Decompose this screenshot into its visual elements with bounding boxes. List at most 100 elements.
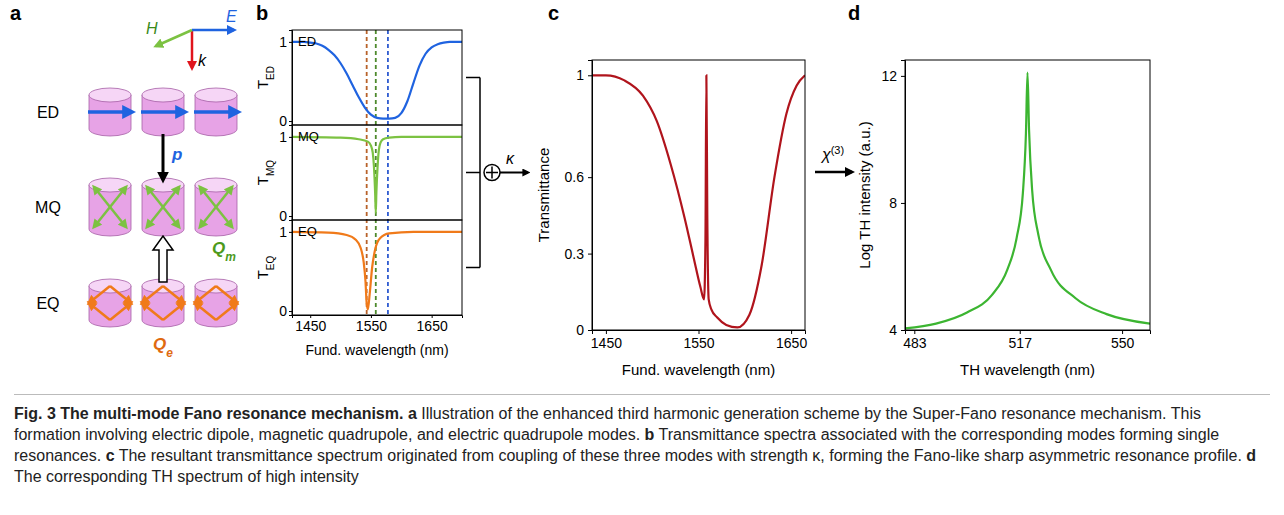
axis: 4 8 12	[881, 61, 905, 338]
series-label: EQ	[298, 224, 317, 239]
coupling-arrow	[153, 236, 173, 282]
axis-title: TMQ	[254, 160, 276, 186]
tick-label: 0	[576, 322, 584, 338]
tick-label: 1	[279, 34, 287, 50]
caption-text: The resultant transmittance spectrum ori…	[119, 447, 1242, 464]
tick-label: 1650	[417, 318, 448, 334]
series-label: ED	[298, 34, 316, 49]
arrow	[156, 30, 192, 46]
process-label: χ(3)	[820, 144, 844, 163]
caption-title: Fig. 3 The multi-mode Fano resonance mec…	[14, 405, 403, 422]
axis-line	[901, 61, 906, 331]
figure: abcdHEkEDMQEQpQmQe01EDTED01MQTMQ01EQTEQ1…	[0, 0, 1284, 390]
tick-label: 1450	[295, 318, 326, 334]
tick: 4	[889, 322, 905, 338]
axis-title-main: T	[254, 270, 271, 279]
arrow	[142, 303, 163, 320]
axis-title: Transmittance	[535, 148, 552, 242]
tick-mark	[699, 330, 700, 334]
tick-mark	[289, 137, 292, 138]
tick: 0	[279, 303, 292, 319]
arrow	[216, 286, 237, 303]
arrow	[163, 286, 184, 303]
sum-node	[484, 165, 500, 181]
arrow	[191, 30, 194, 68]
reference-line	[366, 30, 368, 315]
cylinder-top	[89, 88, 131, 102]
tick: 0	[576, 322, 592, 338]
tick-label: 1550	[683, 335, 714, 351]
tick-label: 12	[881, 68, 897, 84]
row-label: EQ	[36, 295, 59, 312]
axis: 1450 1550 1650	[591, 330, 808, 351]
arrow	[200, 187, 232, 227]
arrow	[216, 303, 237, 320]
moment-symbol: Q	[212, 239, 225, 258]
caption-label: b	[645, 426, 655, 443]
tick-mark	[606, 330, 607, 334]
arrow	[162, 134, 165, 180]
arrow	[147, 187, 179, 227]
plot-frame	[592, 60, 805, 330]
tick-label: 1	[279, 224, 287, 240]
tick-label: 4	[889, 322, 897, 338]
tick-mark	[588, 177, 592, 178]
field-label: E	[226, 8, 237, 25]
tick-mark	[289, 311, 292, 312]
tick-mark	[791, 330, 792, 334]
tick: 0.6	[565, 169, 592, 185]
arrow	[94, 187, 126, 227]
panel-letter: d	[848, 2, 860, 24]
panel-b: 01EDTED01MQTMQ01EQTEQ145015501650Fund. w…	[254, 30, 463, 358]
tick-mark	[289, 232, 292, 233]
row-label: MQ	[35, 199, 61, 216]
plot-area	[292, 42, 462, 119]
axis-title-sub: ED	[265, 66, 276, 80]
axis-title-sub: MQ	[265, 160, 276, 176]
connector-line	[466, 267, 480, 269]
panel-letter: c	[548, 2, 559, 24]
field-label: H	[146, 20, 158, 37]
arrow	[141, 110, 185, 114]
arrow	[89, 286, 110, 303]
tick: 1450	[591, 330, 622, 351]
arrow	[142, 286, 163, 303]
process-superscript: (3)	[831, 144, 844, 156]
arrow	[815, 171, 852, 174]
field-label: k	[198, 52, 207, 69]
axis-line	[289, 221, 293, 316]
caption: Fig. 3 The multi-mode Fano resonance mec…	[14, 394, 1270, 487]
tick-label: 1650	[776, 335, 807, 351]
tick-mark	[289, 121, 292, 122]
axis: 01	[279, 126, 292, 225]
axis-line	[289, 31, 293, 126]
axis-line	[289, 126, 293, 221]
tick-mark	[914, 330, 915, 334]
coupling-label: κ	[506, 150, 515, 167]
tick-label: 1450	[591, 335, 622, 351]
arrow	[110, 286, 131, 303]
sum-sign	[486, 167, 498, 179]
panel-letter: a	[10, 2, 22, 24]
moment-label: p	[171, 145, 182, 164]
tick-mark	[289, 42, 292, 43]
cylinder	[142, 185, 184, 236]
tick: 8	[889, 195, 905, 211]
tick: 1650	[776, 330, 807, 351]
row-label: ED	[37, 104, 59, 121]
arrow	[192, 29, 234, 32]
tick: 0	[279, 208, 292, 224]
axis: 01	[279, 221, 292, 320]
tick: 1450	[295, 315, 326, 334]
tick: 1	[576, 67, 592, 83]
axis: 483517550	[903, 330, 1150, 351]
tick: 1650	[417, 315, 448, 334]
tick-mark	[289, 216, 292, 217]
tick-mark	[1020, 330, 1021, 334]
tick-label: 550	[1111, 335, 1135, 351]
moment-label: Qe	[153, 335, 173, 360]
connector: κ	[466, 78, 528, 268]
curve	[292, 232, 462, 310]
axis-title: Fund. wavelength (nm)	[622, 361, 775, 378]
tick-label: 0	[279, 208, 287, 224]
